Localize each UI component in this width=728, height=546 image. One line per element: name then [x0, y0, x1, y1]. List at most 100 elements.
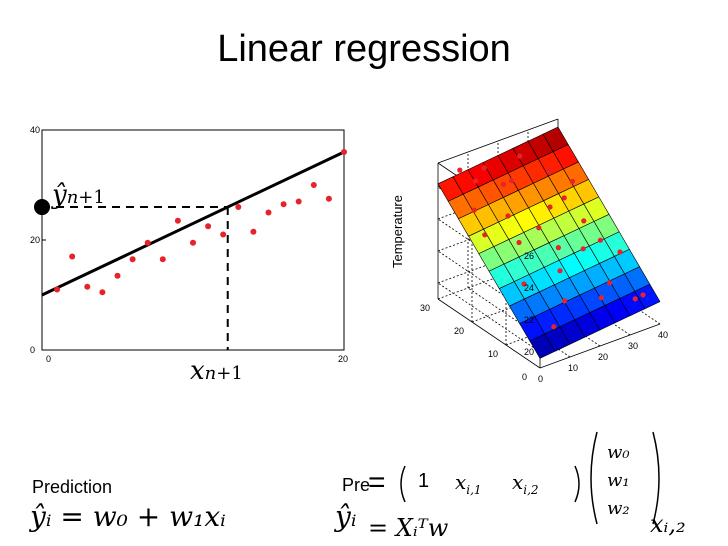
data-point	[280, 201, 287, 208]
y-tick-label: 0	[522, 372, 527, 382]
data-point	[114, 272, 121, 279]
data-points	[54, 149, 347, 296]
data-point	[69, 253, 76, 260]
row-vector-entry-1: 1	[418, 470, 430, 492]
data-point	[190, 239, 196, 246]
regression-line	[41, 150, 345, 297]
row-vector-entry-3: xi,2	[512, 470, 539, 497]
y-tick-label: 30	[420, 303, 430, 313]
query-y-label: ŷn+1	[52, 180, 105, 210]
data-point	[129, 256, 136, 263]
surface-data-point	[569, 178, 575, 184]
surface-data-point	[632, 296, 638, 302]
surface-data-point	[557, 268, 563, 274]
surface-cell	[542, 126, 569, 152]
surface-data-point	[580, 246, 586, 252]
surface-data-point	[471, 207, 477, 213]
floor-grid	[505, 300, 627, 346]
z-axis-label: Temperature	[390, 195, 405, 268]
query-marker	[34, 199, 50, 216]
surface-data-point	[536, 225, 542, 231]
left-tick-labels: 0 20 0 20 40	[30, 125, 348, 364]
data-point	[310, 182, 317, 188]
floor-grid	[471, 277, 593, 323]
data-point	[295, 198, 302, 205]
y-tick-label: 40	[30, 125, 40, 135]
data-point	[99, 289, 106, 296]
surface-data-point	[562, 298, 568, 304]
col-vector-w2: w₂	[607, 498, 630, 519]
compact-formula: = Xᵢᵀw	[368, 514, 449, 542]
y-tick-label: 10	[488, 349, 498, 359]
equals-sign: =	[368, 466, 386, 499]
data-point	[205, 223, 212, 230]
z-tick-label: 24	[524, 283, 534, 293]
overlap-fragment: xᵢ,₂	[650, 510, 686, 538]
row-vector	[400, 465, 580, 503]
surface-data-point	[521, 281, 527, 287]
surface-data-point	[607, 280, 613, 286]
regression-plane	[437, 126, 661, 359]
surface-data-point	[640, 292, 646, 298]
data-point	[325, 195, 332, 202]
row-vector-entry-2: xi,1	[455, 470, 482, 497]
surface-data-point	[551, 324, 557, 330]
surface-data-point	[505, 213, 511, 219]
fit-line	[41, 150, 345, 297]
surface-data-point	[617, 249, 623, 255]
floor-grid	[437, 254, 559, 300]
surface-tick-labels: 20 22 24 26 0 10 20 30 40 0 10 20 30	[420, 251, 668, 384]
data-point	[174, 217, 181, 224]
surface-data-point	[457, 167, 463, 173]
data-point	[84, 283, 91, 290]
data-point	[265, 209, 272, 216]
data-point	[54, 286, 61, 293]
surface-data-points	[457, 153, 646, 330]
query-x-label: xn+1	[190, 356, 243, 386]
wall-grid	[437, 206, 559, 252]
surface-data-point	[517, 153, 523, 159]
x-tick-label: 30	[628, 341, 638, 351]
col-vector-w1: w₁	[607, 470, 630, 491]
surface-data-point	[473, 178, 479, 184]
z-tick-label: 20	[524, 347, 534, 357]
x-tick-label: 10	[568, 363, 578, 373]
left-regression-chart: 0 20 0 20 40	[30, 125, 348, 364]
surface-data-point	[545, 168, 551, 174]
x-tick-label: 20	[598, 352, 608, 362]
z-tick-label: 22	[524, 315, 534, 325]
surface-data-point	[482, 232, 488, 238]
wall-edge	[437, 118, 559, 164]
query-dashed-lines	[34, 199, 229, 350]
surface-data-point	[581, 218, 587, 224]
data-point	[341, 149, 347, 155]
surface-data-point	[547, 204, 553, 210]
prediction-label-right: Pre	[342, 475, 371, 495]
data-point	[220, 231, 227, 238]
data-point	[250, 228, 257, 235]
y-tick-label: 0	[30, 345, 35, 355]
x-tick-label: 40	[658, 330, 668, 340]
y-tick-label: 20	[454, 326, 464, 336]
column-vector	[590, 431, 660, 525]
x-tick-label: 0	[538, 374, 543, 384]
wall-grid	[437, 282, 541, 353]
prediction-label-left: Prediction	[32, 477, 113, 497]
data-point	[159, 256, 166, 263]
col-vector-w0: w₀	[607, 442, 630, 463]
prediction-formula-left: ŷᵢ = w₀ + w₁xᵢ	[30, 500, 226, 533]
x-tick-label: 0	[46, 354, 51, 364]
wall-grid	[437, 238, 559, 284]
surface-data-point	[481, 165, 487, 171]
data-point	[235, 204, 242, 210]
prediction-formula-right-lhs: ŷᵢ	[335, 500, 357, 533]
z-tick-label: 26	[524, 251, 534, 261]
right-surface-chart: 20 22 24 26 0 10 20 30 40 0 10 20 30 Temperature	[390, 118, 668, 384]
surface-data-point	[509, 178, 515, 184]
y-tick-label: 20	[30, 235, 40, 245]
surface-data-point	[597, 237, 603, 243]
floor-edge	[539, 323, 661, 369]
surface-data-point	[561, 195, 567, 201]
surface-data-point	[598, 295, 604, 301]
data-point	[144, 239, 151, 246]
